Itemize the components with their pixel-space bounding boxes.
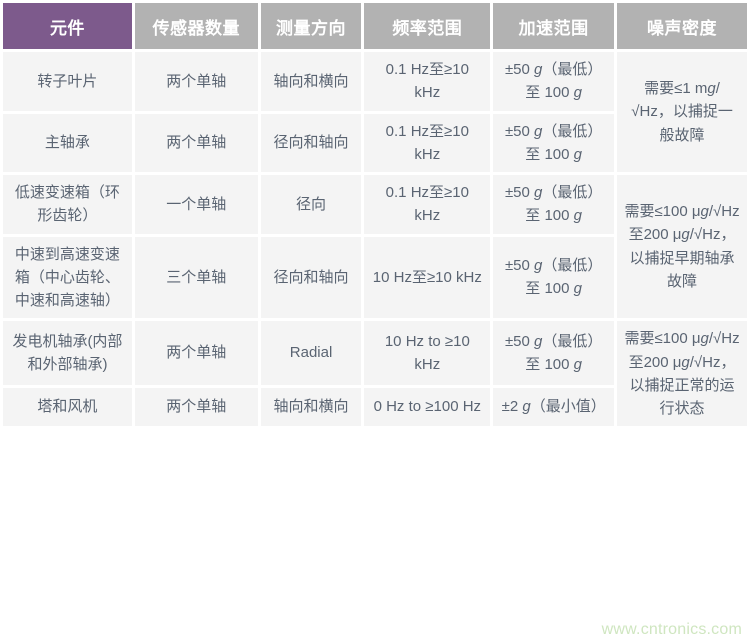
cell-direction: 径向和轴向 — [260, 236, 362, 319]
cell-noise-density: 需要≤100 μg/√Hz至200 μg/√Hz，以捕捉正常的运行状态 — [617, 321, 747, 427]
noise-part-1: 需要≤100 μ — [624, 330, 701, 348]
accel-middle: （最低）至 100 — [525, 184, 603, 225]
accel-unit-g: g — [573, 145, 583, 163]
cell-component: 中速到高速变速箱（中心齿轮、中速和高速轴） — [3, 236, 132, 319]
cell-sensor-count: 两个单轴 — [134, 52, 258, 111]
accel-middle: （最低）至 100 — [525, 332, 603, 374]
cell-component: 主轴承 — [3, 113, 132, 172]
noise-part-1: 需要≤100 μ — [624, 203, 701, 221]
cell-direction: 径向和轴向 — [260, 113, 362, 172]
accel-prefix: ±50 — [504, 122, 535, 140]
accel-unit-g: g — [522, 398, 531, 416]
cell-noise-density: 需要≤100 μg/√Hz至200 μg/√Hz，以捕捉早期轴承故障 — [617, 175, 747, 319]
column-header-component: 元件 — [3, 3, 132, 49]
accel-unit-g: g — [534, 184, 543, 201]
cell-frequency-range: 10 Hz至≥10 kHz — [364, 236, 491, 319]
accel-unit-g: g — [534, 122, 543, 140]
table-row: 主轴承 两个单轴 径向和轴向 0.1 Hz至≥10 kHz ±50 g（最低）至… — [3, 113, 747, 172]
cell-accel-range: ±50 g（最低）至 100 g — [493, 321, 615, 385]
accel-prefix: ±50 — [504, 332, 535, 350]
cell-component: 发电机轴承(内部和外部轴承) — [3, 321, 132, 385]
cell-frequency-range: 10 Hz to ≥10 kHz — [364, 321, 491, 385]
accel-unit-g: g — [534, 61, 543, 78]
cell-sensor-count: 三个单轴 — [134, 236, 258, 319]
column-header-frequency-range: 频率范围 — [364, 3, 491, 49]
accel-unit-g: g — [573, 207, 583, 225]
table-row: 中速到高速变速箱（中心齿轮、中速和高速轴） 三个单轴 径向和轴向 10 Hz至≥… — [3, 236, 747, 319]
noise-unit-g: g — [681, 226, 690, 244]
column-header-sensor-count: 传感器数量 — [134, 3, 258, 49]
cell-direction: 轴向和横向 — [260, 52, 362, 111]
noise-part-2: /√Hz至200 μ — [628, 330, 740, 371]
noise-part-1: 需要≤1 m — [644, 80, 708, 98]
noise-unit-g: g — [700, 203, 709, 221]
cell-sensor-count: 两个单轴 — [134, 321, 258, 385]
column-header-noise-density: 噪声密度 — [617, 3, 747, 49]
cell-component: 转子叶片 — [3, 52, 132, 111]
cell-sensor-count: 两个单轴 — [134, 113, 258, 172]
noise-unit-g: g — [707, 80, 716, 98]
table-row: 塔和风机 两个单轴 轴向和横向 0 Hz to ≥100 Hz ±2 g（最小值… — [3, 387, 747, 427]
cell-sensor-count: 两个单轴 — [134, 387, 258, 427]
cell-component: 低速变速箱（环形齿轮） — [3, 175, 132, 234]
accel-unit-g: g — [573, 280, 583, 298]
accel-prefix: ±2 — [501, 398, 523, 416]
noise-part-2: /√Hz至200 μ — [628, 203, 740, 244]
cell-accel-range: ±50 g（最低）至 100 g — [493, 236, 615, 319]
noise-unit-g: g — [700, 330, 709, 348]
accel-prefix: ±50 — [504, 61, 535, 78]
cell-accel-range: ±50 g（最低）至 100 g — [493, 175, 615, 234]
accel-middle: （最小值） — [530, 398, 606, 416]
cell-accel-range: ±50 g（最低）至 100 g — [493, 113, 615, 172]
table-header: 元件 传感器数量 测量方向 频率范围 加速范围 噪声密度 — [3, 3, 747, 49]
site-watermark: www.cntronics.com — [601, 621, 742, 638]
table-row: 低速变速箱（环形齿轮） 一个单轴 径向 0.1 Hz至≥10 kHz ±50 g… — [3, 175, 747, 319]
cell-frequency-range: 0 Hz to ≥100 Hz — [364, 387, 491, 427]
accel-prefix: ±50 — [504, 184, 535, 201]
accel-middle: （最低）至 100 — [525, 122, 603, 163]
accel-unit-g: g — [534, 332, 543, 350]
noise-part-3: /√Hz，以捕捉早期轴承故障 — [629, 226, 736, 290]
cell-direction: Radial — [260, 321, 362, 385]
cell-component: 塔和风机 — [3, 387, 132, 427]
cell-direction: 轴向和横向 — [260, 387, 362, 427]
table-row: 发电机轴承(内部和外部轴承) 两个单轴 Radial 10 Hz to ≥10 … — [3, 321, 747, 427]
cell-frequency-range: 0.1 Hz至≥10 kHz — [364, 113, 491, 172]
column-header-direction: 测量方向 — [260, 3, 362, 49]
noise-part-2: /√Hz，以捕捉一般故障 — [631, 80, 733, 144]
cell-accel-range: ±2 g（最小值） — [493, 387, 615, 427]
accel-middle: （最低）至 100 — [525, 61, 603, 102]
accel-unit-g: g — [573, 84, 583, 102]
cell-direction: 径向 — [260, 175, 362, 234]
accel-unit-g: g — [534, 257, 543, 275]
cell-accel-range: ±50 g（最低）至 100 g — [493, 52, 615, 111]
cell-frequency-range: 0.1 Hz至≥10 kHz — [364, 52, 491, 111]
table-row: 转子叶片 两个单轴 轴向和横向 0.1 Hz至≥10 kHz ±50 g（最低）… — [3, 52, 747, 172]
noise-part-3: /√Hz，以捕捉正常的运行状态 — [629, 353, 736, 418]
cell-frequency-range: 0.1 Hz至≥10 kHz — [364, 175, 491, 234]
accel-prefix: ±50 — [504, 257, 535, 275]
accel-unit-g: g — [573, 356, 583, 374]
column-header-accel-range: 加速范围 — [493, 3, 615, 49]
sensor-specification-table: 元件 传感器数量 测量方向 频率范围 加速范围 噪声密度 转子叶片 两个单轴 轴… — [3, 3, 747, 427]
table-header-row: 元件 传感器数量 测量方向 频率范围 加速范围 噪声密度 — [3, 3, 747, 49]
noise-unit-g: g — [681, 353, 690, 371]
accel-middle: （最低）至 100 — [525, 257, 603, 298]
cell-sensor-count: 一个单轴 — [134, 175, 258, 234]
table-body: 转子叶片 两个单轴 轴向和横向 0.1 Hz至≥10 kHz ±50 g（最低）… — [3, 52, 747, 427]
cell-noise-density: 需要≤1 mg/√Hz，以捕捉一般故障 — [617, 52, 747, 172]
